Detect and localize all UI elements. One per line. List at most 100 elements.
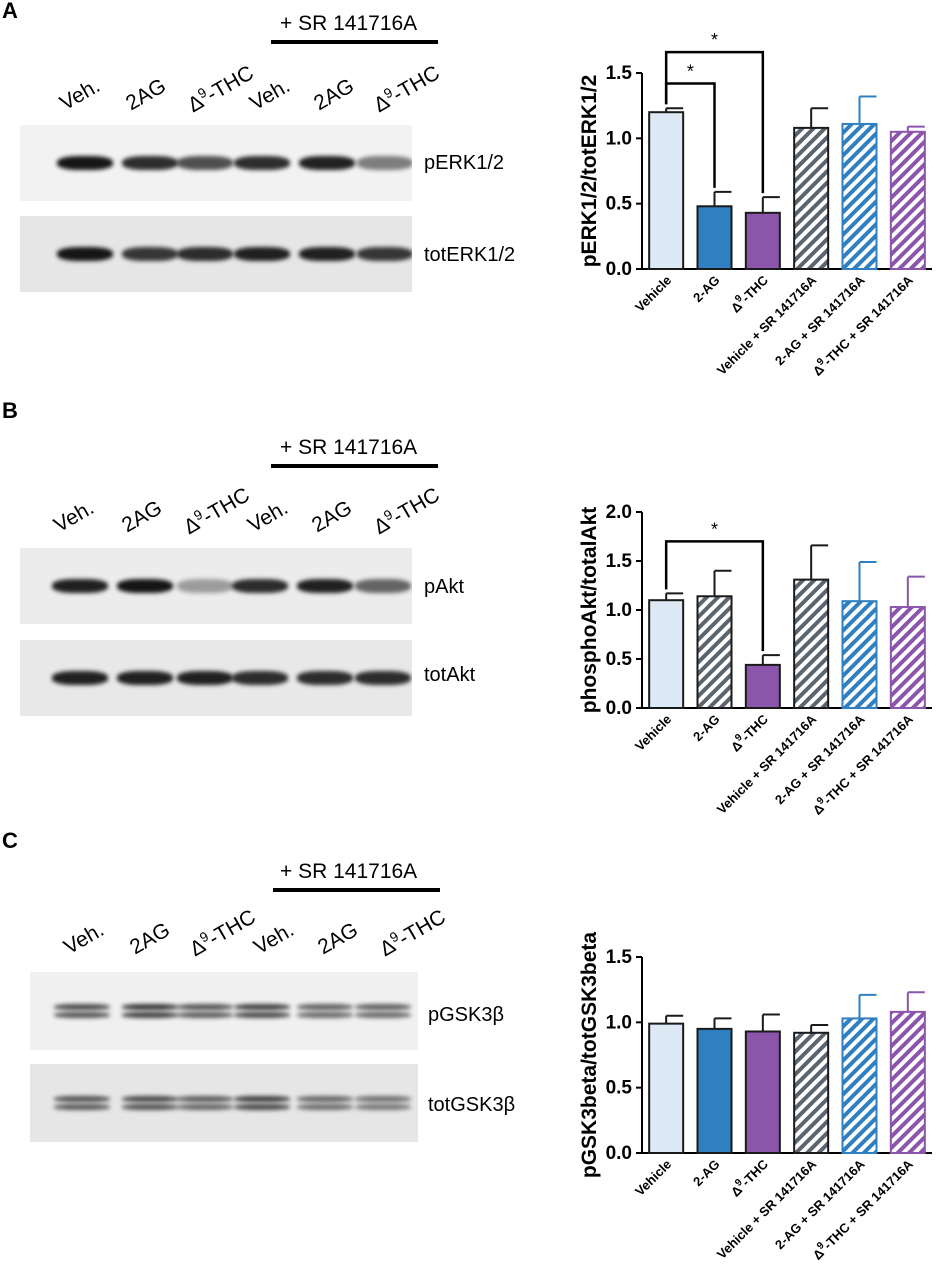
bar xyxy=(841,1017,878,1154)
treatment-label-b: + SR 141716A xyxy=(280,436,418,459)
blot-band xyxy=(122,1012,178,1018)
blot-label-toterk: totERK1/2 xyxy=(424,244,516,266)
y-tick-label: 1.5 xyxy=(606,63,633,84)
blot-band xyxy=(355,1004,411,1010)
y-tick-label: 1.5 xyxy=(606,551,633,572)
blot-band xyxy=(57,156,113,170)
bar xyxy=(841,600,878,709)
blot-band xyxy=(355,579,411,593)
blot-band xyxy=(297,671,353,685)
panel-letter-b: B xyxy=(2,398,18,423)
bar xyxy=(696,595,733,710)
blot-strip-pakt xyxy=(20,548,412,624)
y-tick-label: 0.5 xyxy=(606,1078,633,1099)
category-label: Δ9-THC xyxy=(726,271,771,316)
blot-band xyxy=(57,247,113,261)
blot-band xyxy=(52,579,108,593)
bar xyxy=(696,205,733,270)
panel-letter-c: C xyxy=(2,828,18,853)
blot-band xyxy=(234,1012,290,1018)
significance-star: * xyxy=(711,519,718,539)
blot-band xyxy=(234,1096,290,1102)
blot-band xyxy=(357,156,412,170)
blot-strip-totakt xyxy=(20,640,412,716)
bar xyxy=(744,663,781,710)
blot-band xyxy=(355,671,411,685)
blot-label-pakt: pAkt xyxy=(424,576,465,598)
treatment-bar-c xyxy=(273,888,440,892)
blot-band xyxy=(122,1104,178,1110)
y-tick-label: 1.0 xyxy=(606,128,632,149)
blot-band xyxy=(52,671,108,685)
blot-band xyxy=(299,156,355,170)
blot-band xyxy=(54,1096,110,1102)
blot-strip-toterk xyxy=(20,216,412,292)
category-label: 2-AG xyxy=(690,712,723,745)
significance-star: * xyxy=(711,30,718,50)
blot-strip-perk xyxy=(20,125,412,201)
y-tick-label: 1.0 xyxy=(606,1012,632,1033)
category-label: 2-AG + SR 141716A xyxy=(772,1156,868,1252)
blot-band xyxy=(234,1004,290,1010)
blot-band xyxy=(297,1012,353,1018)
y-tick-label: 0.0 xyxy=(606,1143,632,1164)
y-tick-label: 0.5 xyxy=(606,194,633,215)
blot-label-pgsk3b: pGSK3β xyxy=(428,1004,504,1026)
blot-label-perk: pERK1/2 xyxy=(424,152,505,174)
blot-band xyxy=(177,1096,233,1102)
bar xyxy=(744,1030,781,1154)
blot-band xyxy=(355,1096,411,1102)
significance-bracket xyxy=(664,82,716,188)
treatment-label-a: + SR 141716A xyxy=(280,12,418,35)
blot-band xyxy=(177,247,233,261)
bar xyxy=(889,606,926,709)
y-tick-label: 0.0 xyxy=(606,698,632,719)
blot-band xyxy=(297,1004,353,1010)
blot-band xyxy=(122,247,178,261)
blot-band xyxy=(177,1012,233,1018)
panel-letter-a: A xyxy=(2,0,18,23)
category-label: Vehicle xyxy=(632,273,674,315)
treatment-label-c: + SR 141716A xyxy=(280,860,418,883)
blot-label-totgsk3b: totGSK3β xyxy=(428,1094,516,1116)
blot-band xyxy=(357,247,412,261)
blot-band xyxy=(355,1012,411,1018)
blot-label-totakt: totAkt xyxy=(424,664,476,686)
blot-band xyxy=(297,1104,353,1110)
significance-bracket xyxy=(664,540,765,652)
blot-band xyxy=(232,671,288,685)
category-label: Δ9-THC xyxy=(726,710,771,755)
category-label: 2-AG + SR 141716A xyxy=(772,711,868,807)
y-axis-label: pERK1/2/totERK1/2 xyxy=(578,75,601,268)
blot-band xyxy=(117,671,173,685)
bar xyxy=(648,111,685,270)
blot-band xyxy=(54,1012,110,1018)
blot-band xyxy=(117,579,173,593)
category-label: Vehicle xyxy=(632,1157,674,1199)
y-tick-label: 1.0 xyxy=(606,600,632,621)
bar xyxy=(648,599,685,710)
y-tick-label: 0.0 xyxy=(606,259,632,280)
blot-band xyxy=(299,247,355,261)
blot-band xyxy=(232,579,288,593)
treatment-bar-b xyxy=(271,464,438,468)
blot-band xyxy=(177,1004,233,1010)
blot-band xyxy=(122,1004,178,1010)
bar xyxy=(889,130,926,270)
bar xyxy=(841,122,878,270)
blot-band xyxy=(54,1104,110,1110)
blot-band xyxy=(122,156,178,170)
blot-band xyxy=(234,247,290,261)
blot-band xyxy=(177,671,233,685)
bar xyxy=(648,1022,685,1155)
blot-band xyxy=(297,579,353,593)
bar xyxy=(793,1031,830,1154)
blot-band xyxy=(234,1104,290,1110)
blot-band xyxy=(297,1096,353,1102)
category-label: 2-AG xyxy=(690,273,723,306)
